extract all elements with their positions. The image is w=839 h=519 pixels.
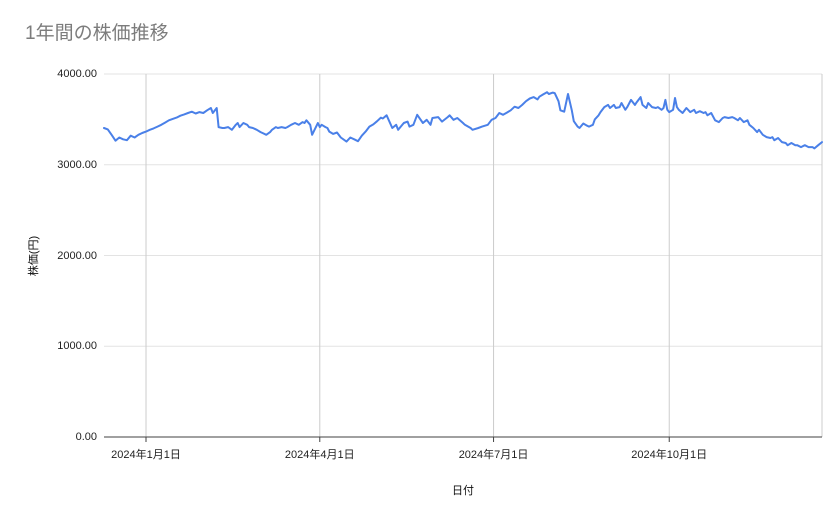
x-axis-title: 日付 (452, 485, 474, 497)
y-axis-label: 4000.00 (57, 68, 97, 80)
x-axis-label: 2024年4月1日 (284, 449, 355, 461)
x-axis-label: 2024年10月1日 (631, 449, 708, 461)
x-axis-label: 2024年7月1日 (458, 449, 529, 461)
chart-title: 1年間の株価推移 (25, 23, 169, 44)
y-axis-label: 1000.00 (57, 340, 97, 353)
y-axis-label: 3000.00 (57, 158, 97, 171)
price-line (103, 91, 823, 150)
y-axis-label: 2000.00 (57, 249, 97, 262)
x-axis-label: 2024年1月1日 (111, 449, 181, 461)
y-axis-label: 0.00 (75, 431, 97, 443)
y-axis-title: 株価(円) (28, 235, 40, 277)
